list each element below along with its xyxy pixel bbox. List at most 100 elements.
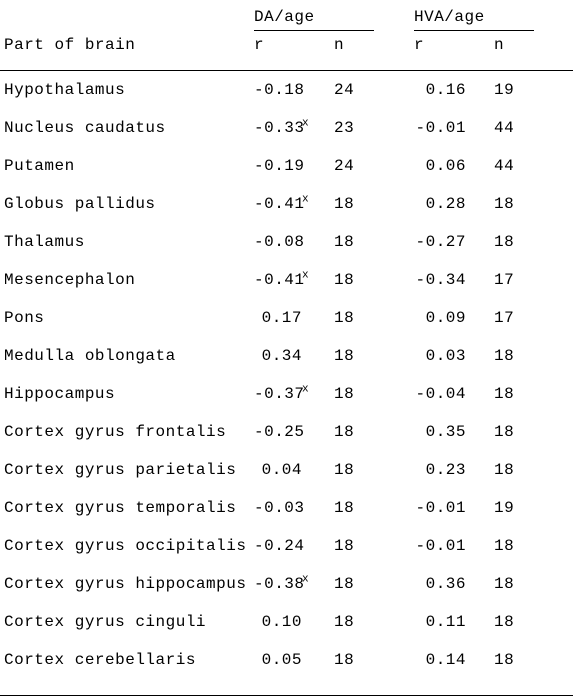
row-r2: 0.23 — [414, 461, 494, 479]
table-row: Cortex gyrus temporalis-0.0318-0.0119 — [0, 499, 573, 537]
table-row: Cortex gyrus hippocampus-0.38x180.3618 — [0, 575, 573, 613]
row-r2: 0.03 — [414, 347, 494, 365]
row-n1: 18 — [334, 347, 414, 365]
header-n1: n — [334, 36, 414, 54]
row-n2: 19 — [494, 81, 564, 99]
significance-marker: x — [302, 270, 309, 282]
header-da-label: DA/age — [254, 8, 315, 26]
row-label: Pons — [4, 309, 254, 327]
row-n1: 18 — [334, 651, 414, 669]
table-row: Cortex cerebellaris0.05180.1418 — [0, 651, 573, 689]
row-r1: -0.38x — [254, 575, 334, 593]
row-n1: 18 — [334, 461, 414, 479]
row-r1: 0.10 — [254, 613, 334, 631]
row-n2: 18 — [494, 423, 564, 441]
header-group-hva: HVA/age — [414, 8, 564, 36]
header-n2: n — [494, 36, 564, 54]
row-r2: -0.01 — [414, 537, 494, 555]
row-label: Cortex gyrus parietalis — [4, 461, 254, 479]
row-r2: -0.01 — [414, 499, 494, 517]
row-n1: 18 — [334, 499, 414, 517]
header-group-da: DA/age — [254, 8, 414, 36]
row-r2: 0.06 — [414, 157, 494, 175]
table-row: Globus pallidus-0.41x180.2818 — [0, 195, 573, 233]
row-r2: -0.27 — [414, 233, 494, 251]
header-hva-label: HVA/age — [414, 8, 485, 26]
row-label: Cortex gyrus temporalis — [4, 499, 254, 517]
header-spacer — [4, 8, 254, 36]
row-r2: 0.35 — [414, 423, 494, 441]
row-label: Putamen — [4, 157, 254, 175]
row-n2: 18 — [494, 651, 564, 669]
row-label: Hippocampus — [4, 385, 254, 403]
row-r1: -0.25 — [254, 423, 334, 441]
correlation-table: DA/age HVA/age Part of brain r n r n Hyp… — [0, 0, 573, 696]
significance-marker: x — [302, 118, 309, 130]
row-n1: 24 — [334, 157, 414, 175]
row-n2: 44 — [494, 119, 564, 137]
row-r1: -0.03 — [254, 499, 334, 517]
table-row: Cortex gyrus cinguli0.10180.1118 — [0, 613, 573, 651]
row-r1: -0.41x — [254, 271, 334, 289]
row-n2: 18 — [494, 575, 564, 593]
row-n1: 18 — [334, 613, 414, 631]
row-label: Cortex gyrus occipitalis — [4, 537, 254, 555]
table-row: Putamen-0.19240.0644 — [0, 157, 573, 195]
row-n2: 18 — [494, 537, 564, 555]
header-hva-rule — [414, 30, 534, 31]
table-row: Thalamus-0.0818-0.2718 — [0, 233, 573, 271]
row-label: Cortex gyrus hippocampus — [4, 575, 254, 593]
row-n1: 18 — [334, 385, 414, 403]
row-n1: 18 — [334, 271, 414, 289]
row-n2: 18 — [494, 233, 564, 251]
row-r2: -0.34 — [414, 271, 494, 289]
row-n1: 18 — [334, 537, 414, 555]
row-r2: 0.14 — [414, 651, 494, 669]
row-n2: 18 — [494, 385, 564, 403]
header-row-groups: DA/age HVA/age — [0, 8, 573, 36]
table-row: Cortex gyrus parietalis0.04180.2318 — [0, 461, 573, 499]
row-r1: 0.05 — [254, 651, 334, 669]
row-r1: -0.19 — [254, 157, 334, 175]
table-row: Nucleus caudatus-0.33x23-0.0144 — [0, 119, 573, 157]
header-r2: r — [414, 36, 494, 54]
row-n2: 19 — [494, 499, 564, 517]
significance-marker: x — [302, 384, 309, 396]
header-r1: r — [254, 36, 334, 54]
row-n1: 24 — [334, 81, 414, 99]
row-n2: 17 — [494, 271, 564, 289]
header-row-cols: Part of brain r n r n — [0, 36, 573, 64]
row-r2: 0.16 — [414, 81, 494, 99]
significance-marker: x — [302, 194, 309, 206]
table-row: Hypothalamus-0.18240.1619 — [0, 81, 573, 119]
row-label: Nucleus caudatus — [4, 119, 254, 137]
table-row: Hippocampus-0.37x18-0.0418 — [0, 385, 573, 423]
row-n2: 44 — [494, 157, 564, 175]
header-part-of-brain: Part of brain — [4, 36, 254, 54]
row-r2: 0.28 — [414, 195, 494, 213]
row-r1: -0.37x — [254, 385, 334, 403]
row-label: Medulla oblongata — [4, 347, 254, 365]
row-r1: 0.34 — [254, 347, 334, 365]
row-r2: 0.09 — [414, 309, 494, 327]
row-n1: 18 — [334, 233, 414, 251]
row-label: Globus pallidus — [4, 195, 254, 213]
table-row: Cortex gyrus frontalis-0.25180.3518 — [0, 423, 573, 461]
header-da-rule — [254, 30, 374, 31]
row-n1: 18 — [334, 195, 414, 213]
row-r1: -0.24 — [254, 537, 334, 555]
row-r2: 0.11 — [414, 613, 494, 631]
row-r2: 0.36 — [414, 575, 494, 593]
row-r2: -0.01 — [414, 119, 494, 137]
row-label: Cortex cerebellaris — [4, 651, 254, 669]
row-n2: 18 — [494, 613, 564, 631]
row-label: Mesencephalon — [4, 271, 254, 289]
row-n2: 18 — [494, 347, 564, 365]
row-n2: 17 — [494, 309, 564, 327]
significance-marker: x — [302, 574, 309, 586]
row-r1: 0.04 — [254, 461, 334, 479]
row-n1: 18 — [334, 575, 414, 593]
row-n1: 23 — [334, 119, 414, 137]
row-label: Hypothalamus — [4, 81, 254, 99]
row-label: Cortex gyrus frontalis — [4, 423, 254, 441]
